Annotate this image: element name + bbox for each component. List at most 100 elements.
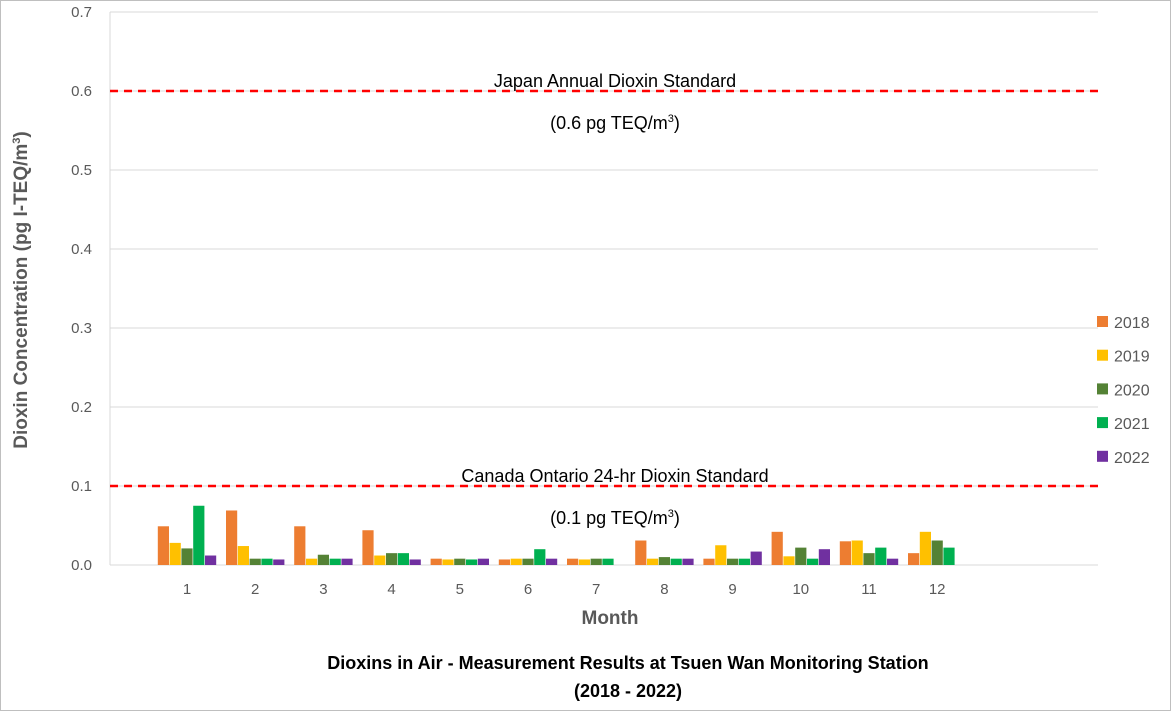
legend: 2018 2019 2020 2021 2022 [1097, 315, 1150, 467]
bar-2022-month-6 [546, 558, 558, 565]
bar-2021-month-10 [807, 558, 819, 565]
bar-2021-month-6 [534, 549, 546, 565]
x-tick-label: 10 [792, 581, 809, 598]
legend-label-2018: 2018 [1114, 315, 1150, 332]
legend-swatch-2019 [1097, 349, 1108, 361]
bar-2022-month-2 [273, 559, 285, 565]
bar-2018-month-9 [703, 558, 715, 565]
bar-2020-month-3 [317, 554, 329, 565]
bar-2021-month-12 [943, 547, 955, 565]
bar-2019-month-1 [169, 542, 181, 565]
y-tick-label: 0.1 [71, 478, 92, 495]
bar-2018-month-5 [430, 558, 442, 565]
bar-2022-month-3 [341, 558, 353, 565]
bar-2022-month-1 [205, 555, 217, 565]
x-tick-labels: 1 2 3 4 5 6 7 8 9 10 11 12 [183, 581, 946, 598]
reference-line-sublabel: (0.6 pg TEQ/m3) [550, 113, 680, 133]
bar-2020-month-8 [658, 557, 670, 565]
reference-lines: Japan Annual Dioxin Standard (0.6 pg TEQ/… [110, 71, 1098, 528]
bar-2020-month-7 [590, 558, 602, 565]
bar-2019-month-10 [783, 556, 795, 565]
bar-2022-month-8 [682, 558, 694, 565]
y-tick-label: 0.7 [71, 4, 92, 21]
bar-2020-month-6 [522, 558, 534, 565]
y-tick-label: 0.5 [71, 162, 92, 179]
chart-title: Dioxins in Air - Measurement Results at … [327, 653, 928, 673]
legend-label-2022: 2022 [1114, 450, 1150, 467]
reference-line-label: Japan Annual Dioxin Standard [494, 71, 736, 91]
bar-2019-month-11 [851, 540, 863, 565]
x-tick-label: 8 [660, 581, 668, 598]
legend-swatch-2021 [1097, 417, 1108, 429]
x-tick-label: 5 [456, 581, 464, 598]
bar-2018-month-4 [362, 530, 374, 565]
bar-2021-month-1 [193, 505, 205, 565]
bar-2022-month-9 [750, 551, 762, 565]
y-tick-label: 0.2 [71, 399, 92, 416]
legend-label-2020: 2020 [1114, 382, 1150, 399]
bar-2020-month-1 [181, 548, 193, 565]
y-tick-label: 0.4 [71, 241, 92, 258]
bar-2021-month-8 [670, 558, 682, 565]
bar-2022-month-4 [409, 559, 421, 565]
bar-2020-month-2 [249, 558, 261, 565]
bar-2018-month-1 [157, 526, 169, 565]
bar-2021-month-7 [602, 558, 614, 565]
bar-2019-month-4 [374, 555, 386, 565]
x-tick-label: 2 [251, 581, 259, 598]
bar-2019-month-6 [510, 558, 522, 565]
legend-swatch-2020 [1097, 383, 1108, 395]
bar-2019-month-5 [442, 559, 454, 565]
bar-2021-month-11 [875, 547, 887, 565]
chart-subtitle: (2018 - 2022) [574, 681, 682, 701]
bars [157, 505, 955, 565]
reference-line-label: Canada Ontario 24-hr Dioxin Standard [461, 466, 768, 486]
bar-2019-month-9 [715, 545, 727, 565]
bar-2022-month-11 [887, 558, 899, 565]
y-axis-label: Dioxin Concentration (pg I-TEQ/m3) [11, 131, 32, 449]
bar-2021-month-2 [261, 558, 273, 565]
bar-2018-month-6 [498, 559, 510, 565]
x-tick-label: 11 [861, 581, 877, 598]
bar-2018-month-11 [839, 541, 851, 565]
bar-2018-month-2 [226, 510, 238, 565]
bar-2021-month-4 [397, 553, 409, 565]
bar-2021-month-3 [329, 558, 341, 565]
bar-2018-month-3 [294, 526, 306, 565]
bar-2020-month-5 [454, 558, 466, 565]
bar-2018-month-10 [771, 531, 783, 565]
bar-2022-month-5 [477, 558, 489, 565]
bar-2020-month-9 [727, 558, 739, 565]
legend-label-2021: 2021 [1114, 416, 1150, 433]
bar-2018-month-7 [567, 558, 579, 565]
y-tick-label: 0.6 [71, 83, 92, 100]
bar-2019-month-2 [237, 546, 249, 565]
bar-2020-month-11 [863, 553, 875, 565]
legend-swatch-2022 [1097, 450, 1108, 462]
bar-2020-month-10 [795, 547, 807, 565]
y-tick-label: 0.0 [71, 557, 92, 574]
x-tick-label: 3 [319, 581, 327, 598]
bar-2020-month-12 [931, 540, 943, 565]
x-tick-label: 6 [524, 581, 532, 598]
x-tick-label: 9 [728, 581, 736, 598]
x-tick-label: 4 [387, 581, 395, 598]
bar-2020-month-4 [386, 553, 398, 565]
legend-swatch-2018 [1097, 316, 1108, 327]
bar-2018-month-12 [908, 553, 920, 565]
x-tick-label: 7 [592, 581, 600, 598]
bar-2021-month-5 [466, 559, 478, 565]
x-tick-label: 1 [183, 581, 191, 598]
y-tick-label: 0.3 [71, 320, 92, 337]
bar-2019-month-12 [919, 531, 931, 565]
bar-2019-month-8 [647, 558, 659, 565]
x-tick-label: 12 [929, 581, 946, 598]
bar-2018-month-8 [635, 540, 647, 565]
reference-line-sublabel: (0.1 pg TEQ/m3) [550, 508, 680, 528]
bar-2019-month-3 [306, 558, 318, 565]
y-tick-labels: 0.0 0.1 0.2 0.3 0.4 0.5 0.6 0.7 [71, 4, 92, 574]
legend-label-2019: 2019 [1114, 349, 1150, 366]
bar-2021-month-9 [738, 558, 750, 565]
x-axis-label: Month [582, 608, 639, 629]
